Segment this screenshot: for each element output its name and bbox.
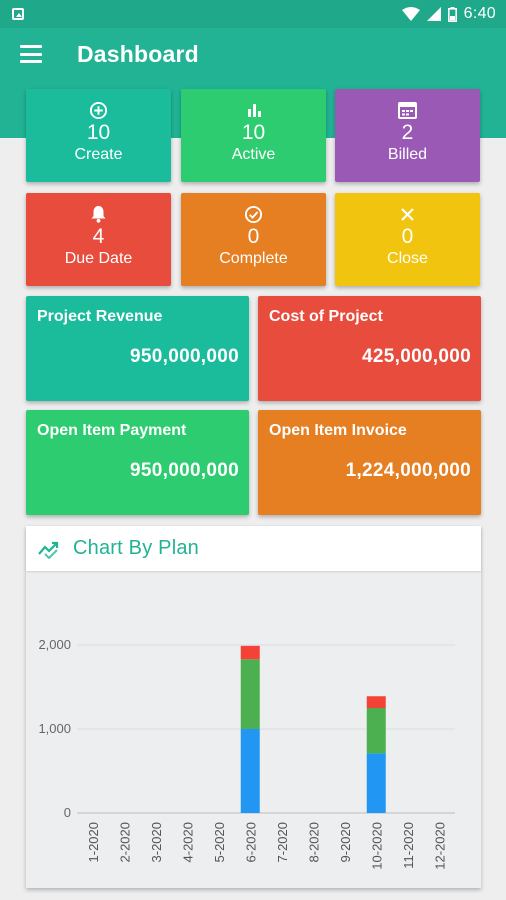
card-value: 950,000,000 (130, 346, 239, 367)
trending-icon (38, 541, 59, 559)
stat-tile-active[interactable]: 10 Active (181, 89, 326, 182)
x-tick-label: 5-2020 (212, 822, 227, 862)
wifi-icon (401, 7, 420, 21)
open-item-invoice-card[interactable]: Open Item Invoice 1,224,000,000 (258, 410, 481, 515)
chart-header: Chart By Plan (26, 526, 481, 571)
app-notification-icon (12, 8, 24, 20)
bell-icon (89, 204, 109, 224)
project-revenue-card[interactable]: Project Revenue 950,000,000 (26, 296, 249, 401)
chart-bar (366, 696, 386, 708)
add-circle-icon (89, 100, 109, 120)
status-time: 6:40 (463, 5, 496, 22)
x-tick-label: 4-2020 (180, 822, 195, 862)
x-tick-label: 3-2020 (149, 822, 164, 862)
card-value: 425,000,000 (362, 346, 471, 367)
check-circle-icon (244, 204, 264, 224)
stat-label: Complete (219, 250, 288, 267)
close-icon (398, 204, 418, 224)
chart-bar (240, 729, 260, 813)
x-tick-label: 9-2020 (338, 822, 353, 862)
y-tick-label: 2,000 (38, 637, 71, 652)
x-tick-label: 10-2020 (369, 822, 384, 870)
chart-card: Chart By Plan 0 1,000 2,000 1-2020 2-2020 3-2… (26, 526, 481, 888)
chart-bar (240, 659, 260, 729)
card-label: Open Item Payment (37, 422, 187, 439)
chart-title: Chart By Plan (73, 537, 199, 559)
cost-of-project-card[interactable]: Cost of Project 425,000,000 (258, 296, 481, 401)
stat-label: Active (231, 146, 276, 163)
card-value: 1,224,000,000 (345, 460, 471, 481)
chart-bar (240, 645, 260, 660)
x-tick-label: 12-2020 (432, 822, 447, 870)
page-title: Dashboard (77, 41, 199, 67)
status-bar: 6:40 (0, 0, 506, 28)
stat-tile-due-date[interactable]: 4 Due Date (26, 193, 171, 286)
card-label: Project Revenue (37, 308, 163, 325)
chart-bar (366, 708, 386, 754)
stat-value: 0 (247, 225, 260, 248)
x-tick-label: 6-2020 (243, 822, 258, 862)
stat-tile-close[interactable]: 0 Close (335, 193, 480, 286)
x-tick-label: 7-2020 (275, 822, 290, 862)
y-tick-label: 1,000 (38, 721, 71, 736)
bar-chart-icon (244, 100, 264, 120)
hamburger-menu-icon[interactable] (20, 45, 42, 63)
battery-icon (447, 6, 457, 22)
stat-value: 4 (92, 225, 105, 248)
stat-value: 0 (401, 225, 414, 248)
x-tick-label: 8-2020 (306, 822, 321, 862)
signal-icon (426, 7, 441, 21)
calendar-icon (398, 100, 418, 120)
stat-label: Billed (387, 146, 428, 163)
stat-value: 2 (401, 121, 414, 144)
stat-label: Due Date (64, 250, 133, 267)
card-label: Open Item Invoice (269, 422, 407, 439)
stat-value: 10 (86, 121, 111, 144)
stat-tile-create[interactable]: 10 Create (26, 89, 171, 182)
stat-value: 10 (241, 121, 266, 144)
card-value: 950,000,000 (130, 460, 239, 481)
stat-label: Create (74, 146, 123, 163)
x-tick-label: 1-2020 (86, 822, 101, 862)
chart-bar (366, 753, 386, 813)
stat-label: Close (387, 250, 428, 267)
stat-tile-complete[interactable]: 0 Complete (181, 193, 326, 286)
plan-chart: 0 1,000 2,000 1-2020 2-2020 3-2020 4-2020 5-202… (38, 637, 455, 870)
x-tick-label: 2-2020 (117, 822, 132, 862)
x-tick-label: 11-2020 (401, 822, 416, 869)
stat-tile-billed[interactable]: 2 Billed (335, 89, 480, 182)
y-tick-label: 0 (64, 805, 71, 820)
open-item-payment-card[interactable]: Open Item Payment 950,000,000 (26, 410, 249, 515)
card-label: Cost of Project (269, 308, 383, 325)
